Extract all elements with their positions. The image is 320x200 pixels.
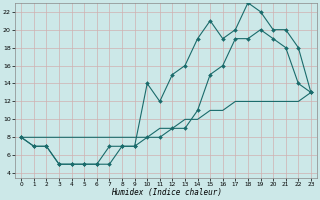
X-axis label: Humidex (Indice chaleur): Humidex (Indice chaleur) xyxy=(111,188,221,197)
